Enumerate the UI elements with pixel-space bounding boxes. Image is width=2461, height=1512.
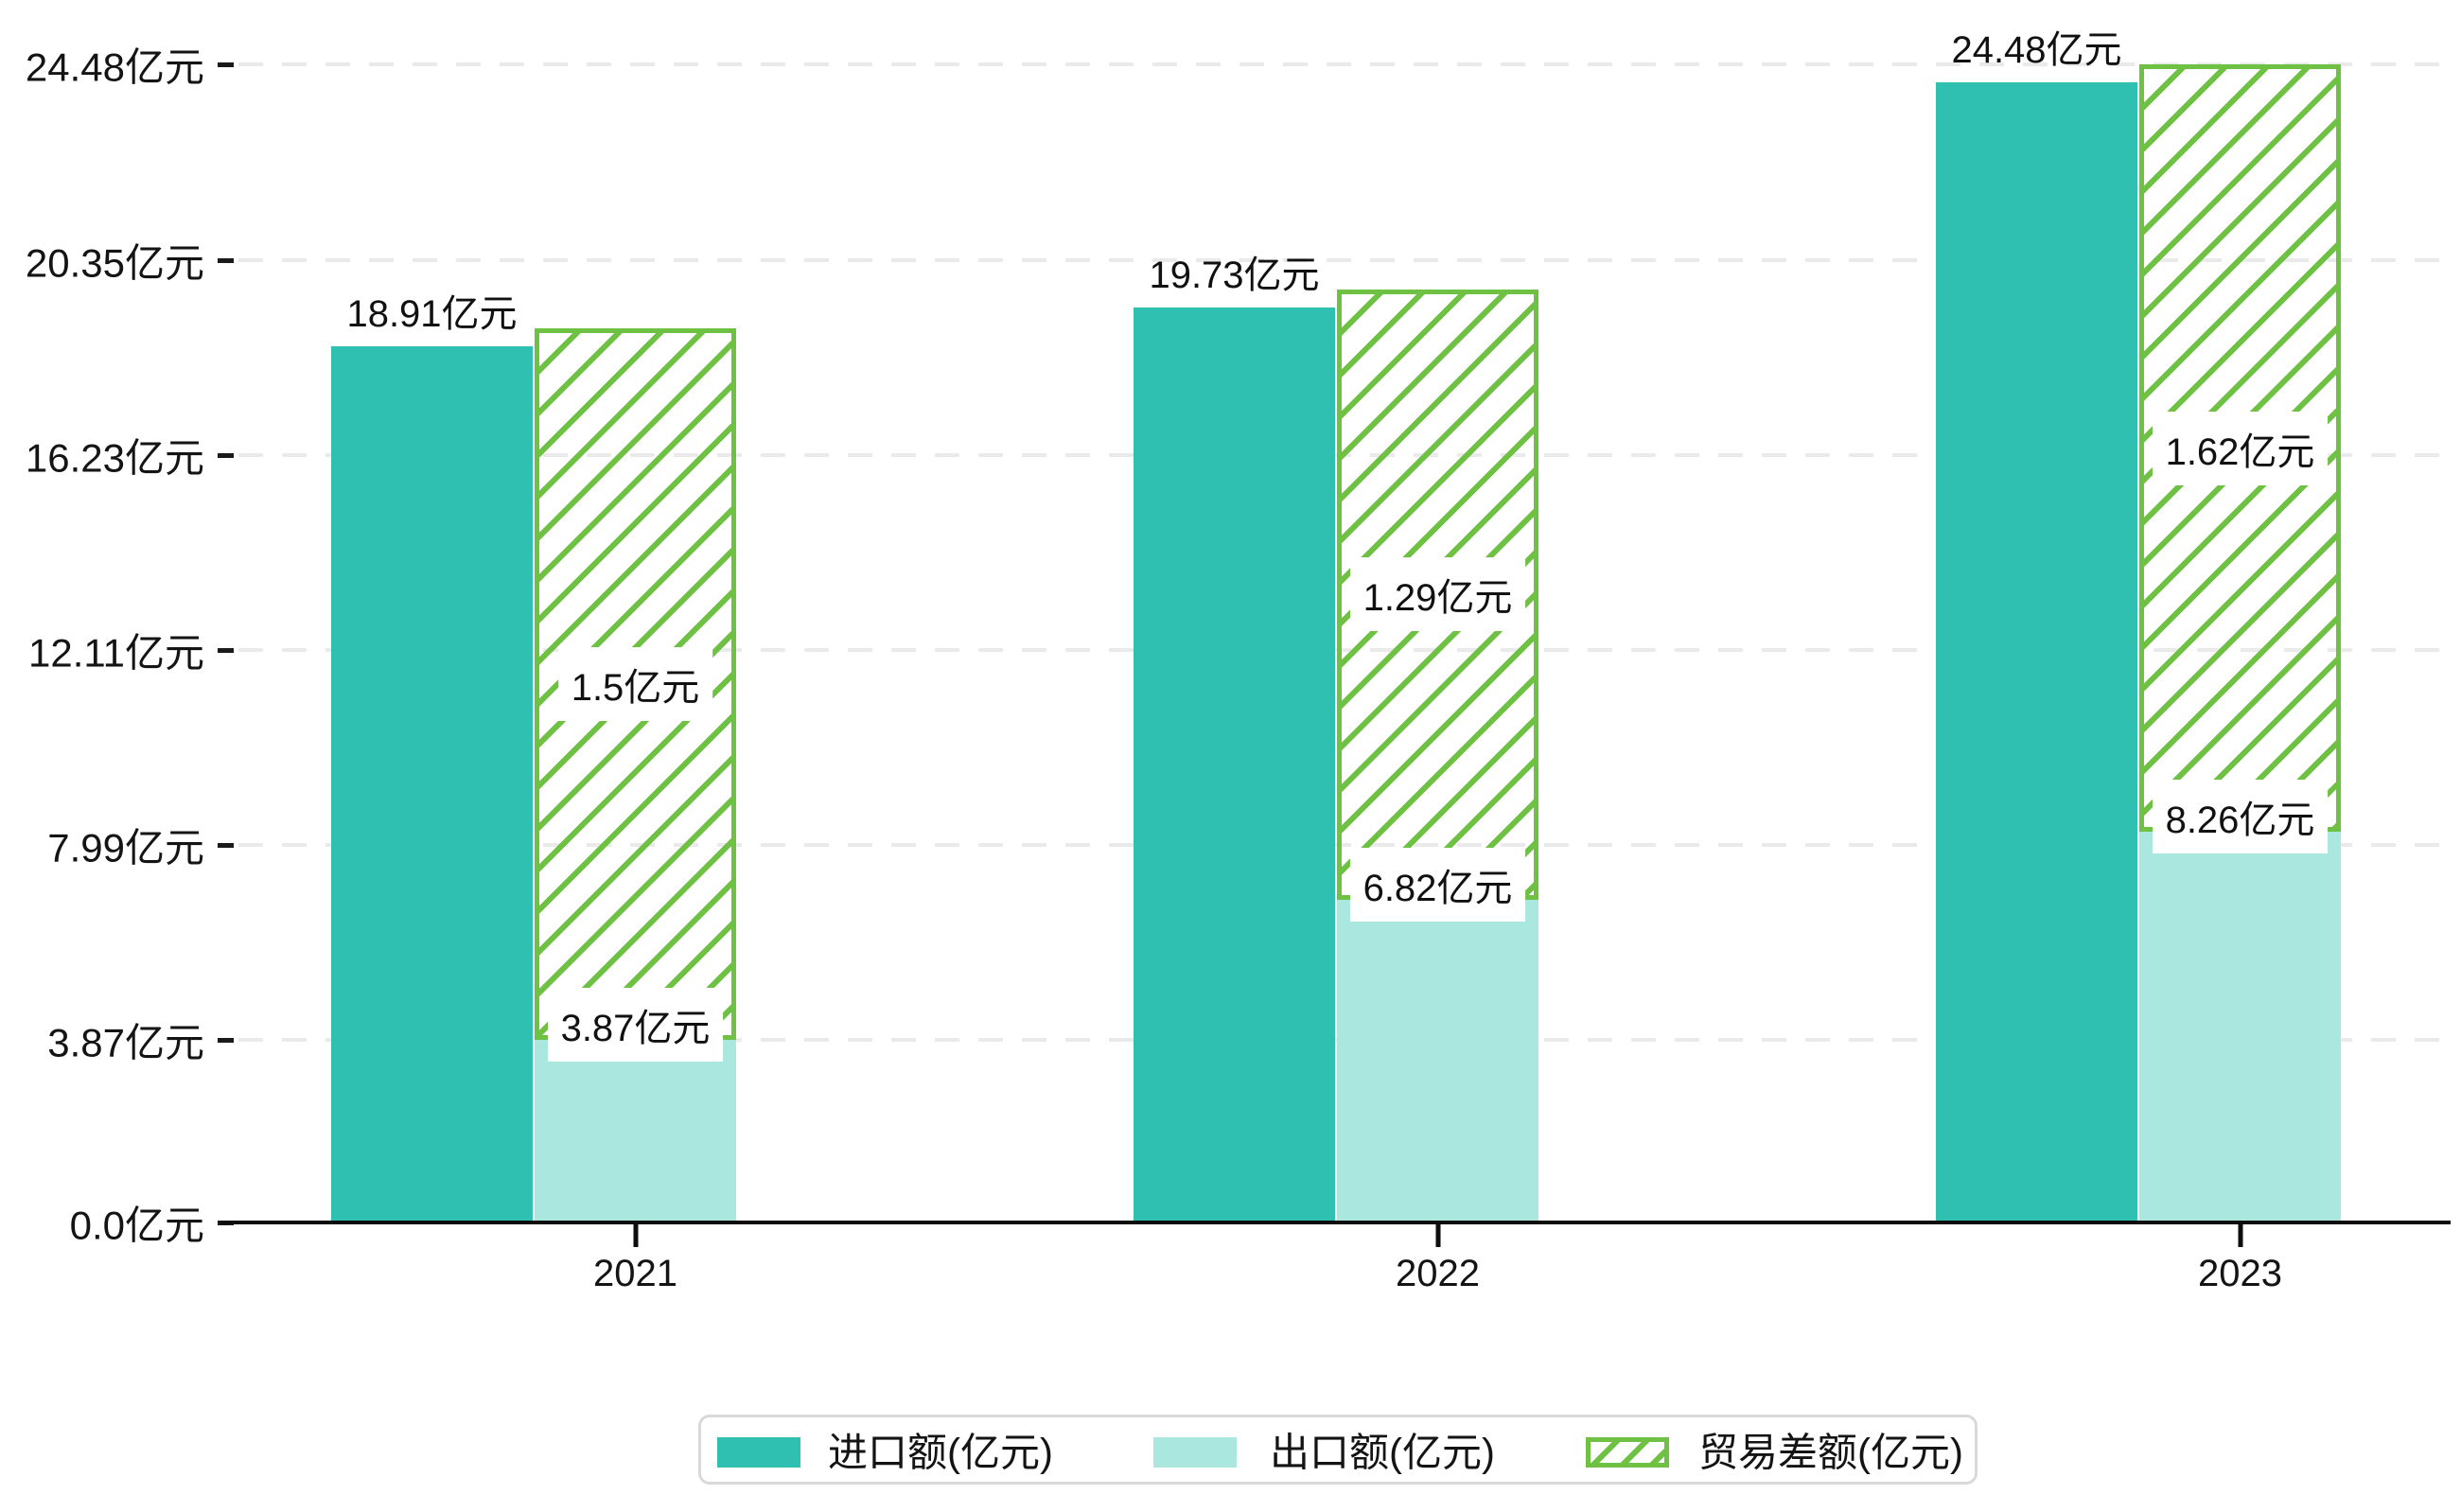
- trade-balance-value-label: 1.62亿元: [2152, 411, 2329, 485]
- legend-swatch-export: [1153, 1437, 1237, 1468]
- gridline: [238, 257, 2451, 262]
- y-axis-tick-label: 3.87亿元: [47, 1020, 204, 1064]
- legend-swatch-import: [717, 1437, 800, 1468]
- import-bar: [331, 345, 533, 1222]
- import-value-label: 19.73亿元: [1149, 254, 1320, 296]
- legend-label-trade-balance: 贸易差额(亿元): [1698, 1430, 1963, 1475]
- x-axis-tick: [633, 1224, 638, 1247]
- y-axis-tick-label: 7.99亿元: [47, 825, 204, 870]
- y-axis-tick-label: 0.0亿元: [69, 1203, 204, 1248]
- x-axis-line: [220, 1221, 2451, 1224]
- y-axis-tick: [218, 842, 234, 848]
- export-value-label: 8.26亿元: [2152, 780, 2329, 853]
- y-axis-tick-label: 12.11亿元: [28, 630, 204, 675]
- y-axis-tick-label: 24.48亿元: [25, 44, 204, 90]
- import-bar: [1936, 82, 2137, 1222]
- gridline: [238, 62, 2451, 66]
- export-bar: [535, 1039, 736, 1222]
- x-axis-year-label: 2022: [1396, 1253, 1480, 1294]
- y-axis-tick-label: 16.23亿元: [25, 435, 204, 480]
- y-axis-tick: [218, 1037, 234, 1043]
- y-axis-tick-label: 20.35亿元: [25, 240, 204, 285]
- import-value-label: 18.91亿元: [346, 292, 518, 335]
- y-axis-tick: [218, 647, 234, 653]
- y-axis-tick: [218, 257, 234, 263]
- x-axis-tick: [2238, 1224, 2242, 1247]
- y-axis-tick: [218, 62, 234, 67]
- legend-label-import: 进口额(亿元): [828, 1430, 1053, 1475]
- x-axis-year-label: 2021: [593, 1253, 677, 1294]
- export-bar: [1337, 900, 1538, 1222]
- legend-swatch-trade-balance: [1586, 1437, 1669, 1468]
- chart-legend: 进口额(亿元) 出口额(亿元) 贸易差额(亿元): [698, 1415, 1978, 1485]
- x-axis-tick: [1435, 1224, 1440, 1247]
- trade-balance-value-label: 1.29亿元: [1349, 557, 1526, 632]
- import-value-label: 24.48亿元: [1951, 29, 2122, 71]
- trade-balance-value-label: 1.5亿元: [557, 646, 713, 721]
- x-axis-year-label: 2023: [2198, 1253, 2282, 1294]
- export-bar: [2139, 832, 2341, 1222]
- legend-label-export: 出口额(亿元): [1270, 1430, 1495, 1475]
- export-value-label: 6.82亿元: [1349, 848, 1526, 922]
- export-value-label: 3.87亿元: [547, 987, 724, 1062]
- y-axis-tick: [218, 452, 234, 458]
- import-bar: [1134, 307, 1335, 1222]
